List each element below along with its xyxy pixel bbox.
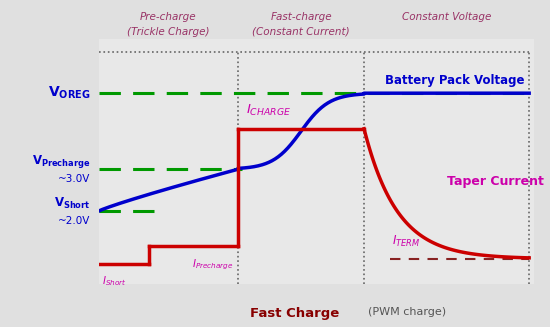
Text: Battery Pack Voltage: Battery Pack Voltage xyxy=(386,74,525,87)
Text: Fast Charge: Fast Charge xyxy=(250,307,339,319)
Text: $I_{CHARGE}$: $I_{CHARGE}$ xyxy=(246,103,292,118)
Text: $\mathbf{V_{Short}}$: $\mathbf{V_{Short}}$ xyxy=(54,196,90,211)
Text: (Constant Current): (Constant Current) xyxy=(252,27,350,37)
Text: (PWM charge): (PWM charge) xyxy=(368,307,447,317)
Text: $\mathbf{V_{OREG}}$: $\mathbf{V_{OREG}}$ xyxy=(48,85,90,101)
Text: Fast-charge: Fast-charge xyxy=(270,12,332,22)
Text: (Trickle Charge): (Trickle Charge) xyxy=(127,27,210,37)
Text: ~3.0V: ~3.0V xyxy=(58,174,90,184)
Text: Constant Voltage: Constant Voltage xyxy=(402,12,491,22)
Text: $I_{Precharge}$: $I_{Precharge}$ xyxy=(191,258,233,272)
Text: $\mathbf{V_{Precharge}}$: $\mathbf{V_{Precharge}}$ xyxy=(32,153,90,170)
Text: $I_{Short}$: $I_{Short}$ xyxy=(102,275,127,288)
Text: Taper Current: Taper Current xyxy=(447,175,543,188)
Text: $I_{TERM}$: $I_{TERM}$ xyxy=(392,234,421,249)
Text: ~2.0V: ~2.0V xyxy=(58,216,90,226)
Text: Pre-charge: Pre-charge xyxy=(140,12,197,22)
